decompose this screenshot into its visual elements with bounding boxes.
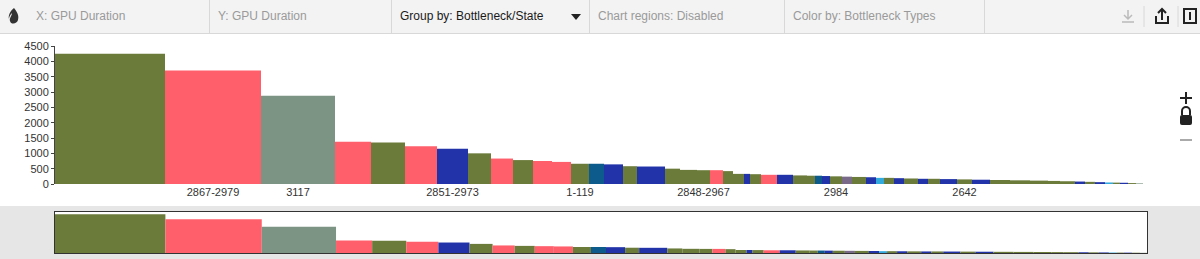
svg-text:0: 0 [43,178,49,190]
svg-text:2000: 2000 [24,117,48,129]
html-text:Group by: Bottleneck/State: Group by: Bottleneck/State [400,9,544,23]
html-text:Y: GPU Duration: Y: GPU Duration [218,9,307,23]
svg-text:4500: 4500 [24,40,48,52]
svg-text:2642: 2642 [952,186,976,198]
svg-text:1-119: 1-119 [566,186,593,198]
svg-text:1000: 1000 [24,147,48,159]
svg-text:2851-2973: 2851-2973 [426,186,479,198]
svg-text:2500: 2500 [24,101,48,113]
svg-text:4000: 4000 [24,55,48,67]
svg-text:2984: 2984 [824,186,848,198]
html-text:X: GPU Duration: X: GPU Duration [36,9,126,23]
svg-text:3117: 3117 [286,186,310,198]
svg-text:1500: 1500 [24,132,48,144]
html-text:Color by: Bottleneck Types: Color by: Bottleneck Types [793,9,936,23]
svg-text:3500: 3500 [24,71,48,83]
html-text:Chart regions: Disabled: Chart regions: Disabled [598,9,724,23]
svg-text:2848-2967: 2848-2967 [677,186,730,198]
svg-text:2867-2979: 2867-2979 [187,186,240,198]
svg-text:500: 500 [30,163,48,175]
svg-text:3000: 3000 [24,86,48,98]
